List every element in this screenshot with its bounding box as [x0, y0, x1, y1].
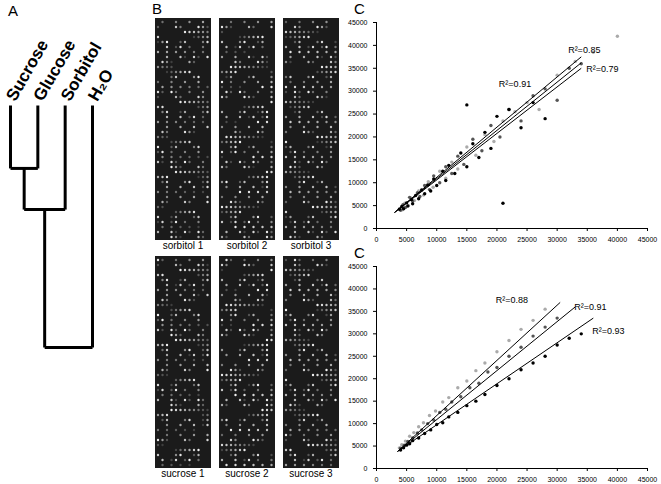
svg-text:20000: 20000: [348, 375, 368, 382]
svg-text:15000: 15000: [457, 236, 477, 243]
html-text:A: A: [8, 2, 18, 19]
svg-text:R²=0.88: R²=0.88: [496, 295, 528, 305]
svg-text:0: 0: [375, 476, 379, 483]
svg-text:0: 0: [364, 465, 368, 472]
svg-text:45000: 45000: [348, 19, 368, 26]
svg-text:25000: 25000: [517, 476, 537, 483]
svg-text:45000: 45000: [638, 476, 658, 483]
svg-text:Sorbitol: Sorbitol: [56, 39, 106, 105]
html-text:sucrose 1: sucrose 1: [161, 468, 205, 479]
html-text:C: C: [354, 0, 365, 17]
svg-text:20000: 20000: [348, 133, 368, 140]
svg-text:10000: 10000: [427, 476, 447, 483]
html-text:sucrose 2: sucrose 2: [225, 468, 269, 479]
svg-text:40000: 40000: [608, 476, 628, 483]
svg-text:R²=0.85: R²=0.85: [568, 45, 600, 55]
svg-text:25000: 25000: [348, 110, 368, 117]
svg-text:20000: 20000: [487, 236, 507, 243]
svg-text:45000: 45000: [348, 263, 368, 270]
svg-text:0: 0: [364, 225, 368, 232]
svg-text:R²=0.91: R²=0.91: [499, 79, 531, 89]
svg-text:5000: 5000: [399, 476, 415, 483]
html-text:sorbitol 2: sorbitol 2: [226, 240, 268, 251]
svg-text:30000: 30000: [348, 87, 368, 94]
svg-text:5000: 5000: [352, 442, 368, 449]
svg-text:45000: 45000: [638, 236, 658, 243]
svg-text:5000: 5000: [399, 236, 415, 243]
svg-text:H₂O: H₂O: [84, 66, 117, 104]
svg-text:35000: 35000: [348, 65, 368, 72]
html-text:sucrose 3: sucrose 3: [289, 468, 333, 479]
svg-text:5000: 5000: [352, 202, 368, 209]
svg-text:25000: 25000: [348, 353, 368, 360]
html-text:B: B: [152, 0, 162, 17]
svg-text:R²=0.93: R²=0.93: [592, 326, 624, 336]
svg-text:R²=0.79: R²=0.79: [586, 64, 618, 74]
svg-text:20000: 20000: [487, 476, 507, 483]
svg-text:35000: 35000: [578, 236, 598, 243]
svg-text:10000: 10000: [427, 236, 447, 243]
svg-text:15000: 15000: [348, 156, 368, 163]
html-text:sorbitol 3: sorbitol 3: [290, 240, 332, 251]
svg-text:10000: 10000: [348, 179, 368, 186]
svg-text:40000: 40000: [348, 42, 368, 49]
svg-text:40000: 40000: [348, 285, 368, 292]
html-text:sorbitol 1: sorbitol 1: [162, 240, 204, 251]
svg-text:10000: 10000: [348, 420, 368, 427]
svg-text:30000: 30000: [547, 236, 567, 243]
svg-text:R²=0.91: R²=0.91: [574, 302, 606, 312]
svg-text:15000: 15000: [457, 476, 477, 483]
svg-text:15000: 15000: [348, 397, 368, 404]
svg-text:35000: 35000: [578, 476, 598, 483]
svg-text:Sucrose: Sucrose: [2, 36, 53, 105]
svg-text:Glucose: Glucose: [29, 36, 80, 105]
svg-text:0: 0: [375, 236, 379, 243]
svg-text:30000: 30000: [547, 476, 567, 483]
svg-text:30000: 30000: [348, 330, 368, 337]
svg-text:40000: 40000: [608, 236, 628, 243]
svg-text:25000: 25000: [517, 236, 537, 243]
html-text:C: C: [354, 244, 365, 261]
svg-text:35000: 35000: [348, 308, 368, 315]
